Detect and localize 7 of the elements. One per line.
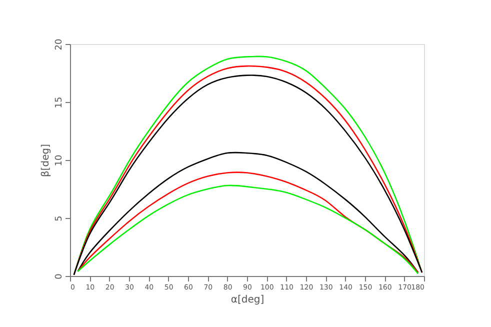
- y-tick-label: 15: [54, 96, 64, 108]
- y-tick-label: 5: [54, 216, 64, 222]
- y-tick-label: 10: [54, 154, 64, 166]
- y-tick-label: 20: [54, 38, 64, 50]
- x-axis-title: α[deg]: [230, 294, 264, 306]
- y-tick-label: 0: [54, 273, 64, 280]
- y-axis-title: β[deg]: [40, 144, 52, 178]
